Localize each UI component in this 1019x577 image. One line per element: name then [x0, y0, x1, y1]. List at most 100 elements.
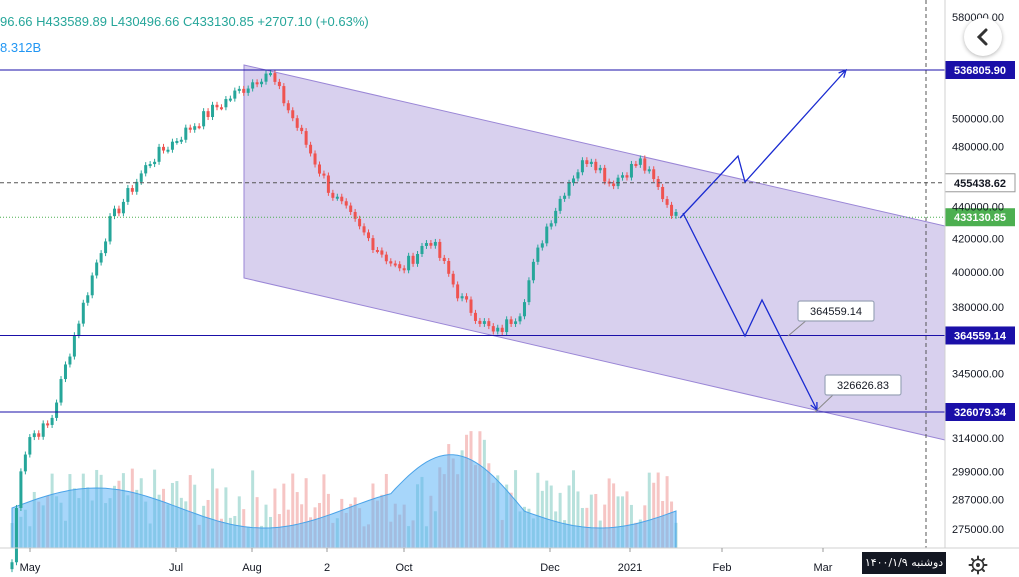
- candle-body: [643, 158, 647, 171]
- candle-body: [375, 249, 379, 252]
- volume-bar: [273, 488, 277, 548]
- candle-body: [37, 433, 41, 437]
- price-label-bg: [945, 208, 1015, 227]
- candle-body: [135, 181, 139, 192]
- candle-body: [104, 241, 108, 254]
- candle-body: [295, 118, 299, 128]
- x-tick-label: Jul: [169, 562, 183, 574]
- candle-body: [81, 302, 85, 324]
- candle-body: [331, 192, 335, 198]
- callout-364559-label: 364559.14: [810, 306, 862, 318]
- candle-body: [442, 257, 446, 262]
- candle-body: [260, 81, 264, 85]
- chevron-left-icon: [976, 28, 988, 46]
- volume-bar: [656, 472, 660, 548]
- y-tick-label: 287000.00: [952, 495, 1004, 507]
- candle-body: [309, 144, 313, 154]
- y-tick-label: 380000.00: [952, 302, 1004, 314]
- candle-body: [482, 321, 486, 324]
- candle-body: [589, 161, 593, 165]
- price-label-bg: [945, 61, 1015, 79]
- gear-icon[interactable]: [968, 555, 988, 575]
- price-label: 433130.85: [954, 212, 1006, 224]
- ohlc-open: 96.66: [0, 14, 33, 29]
- candle-body: [326, 175, 330, 193]
- candle-body: [389, 261, 393, 264]
- candle-body: [518, 316, 522, 322]
- candle-body: [126, 188, 130, 202]
- candle-body: [616, 177, 620, 187]
- candle-body: [496, 327, 500, 332]
- candle-body: [170, 141, 174, 150]
- candle-body: [139, 173, 143, 182]
- candle-body: [153, 161, 157, 165]
- candle-body: [282, 86, 286, 104]
- volume-bar: [304, 478, 308, 548]
- y-tick-label: 400000.00: [952, 267, 1004, 279]
- candle-body: [500, 327, 504, 333]
- date-badge: دوشنبه ۱۴۰۰/۱/۹: [862, 552, 946, 574]
- volume-bar: [237, 496, 241, 548]
- volume-bar: [603, 504, 607, 548]
- callout-364559-pointer: [787, 318, 809, 337]
- candle-body: [567, 182, 571, 196]
- price-label: 326079.34: [954, 407, 1007, 419]
- candle-body: [393, 263, 397, 266]
- candle-body: [291, 110, 295, 119]
- candle-body: [157, 146, 161, 162]
- candle-body: [674, 212, 678, 216]
- candle-body: [549, 223, 553, 227]
- candle-body: [179, 139, 183, 142]
- candle-body: [572, 178, 576, 183]
- candle-body: [652, 169, 656, 180]
- candle-body: [255, 82, 259, 85]
- candle-body: [188, 127, 192, 130]
- volume-bar: [576, 491, 580, 548]
- candle-body: [456, 284, 460, 299]
- volume-bar: [295, 492, 299, 548]
- volume-bar: [224, 487, 228, 548]
- candle-body: [304, 131, 308, 145]
- ohlc-high: H433589.89: [36, 14, 108, 29]
- candle-body: [313, 153, 317, 165]
- candle-body: [193, 126, 197, 130]
- candle-body: [206, 111, 210, 118]
- x-tick-label: May: [20, 562, 41, 574]
- candle-body: [558, 198, 562, 211]
- back-button[interactable]: [964, 18, 1002, 56]
- candle-body: [99, 253, 103, 263]
- volume-readout: 8.312B: [0, 40, 42, 55]
- bullish-projection-arrow-head: [838, 68, 848, 78]
- x-tick-label: Mar: [814, 562, 833, 574]
- volume-bar: [612, 483, 616, 548]
- candle-body: [224, 99, 228, 108]
- candle-body: [300, 127, 304, 132]
- candle-body: [166, 149, 170, 152]
- volume-ma-area: [11, 454, 677, 549]
- candle-body: [228, 98, 232, 101]
- candle-body: [59, 379, 63, 403]
- candle-body: [63, 364, 67, 380]
- y-tick-label: 345000.00: [952, 368, 1004, 380]
- candle-body: [509, 319, 513, 324]
- candle-body: [473, 312, 477, 321]
- candle-body: [121, 201, 125, 214]
- volume-bar: [255, 497, 259, 548]
- x-tick-label: Aug: [242, 562, 262, 574]
- volume-bar: [589, 494, 593, 548]
- candle-body: [465, 296, 469, 300]
- x-tick-label: 2021: [618, 562, 642, 574]
- candle-body: [32, 433, 36, 438]
- volume-bar: [567, 485, 571, 548]
- candle-body: [522, 302, 526, 317]
- y-tick-label: 299000.00: [952, 466, 1004, 478]
- candle-body: [629, 163, 633, 178]
- callout-326626-pointer: [814, 392, 836, 413]
- candle-body: [398, 264, 402, 269]
- candle-body: [175, 140, 179, 143]
- candle-body: [469, 299, 473, 313]
- candle-body: [144, 165, 148, 174]
- candle-body: [358, 218, 362, 227]
